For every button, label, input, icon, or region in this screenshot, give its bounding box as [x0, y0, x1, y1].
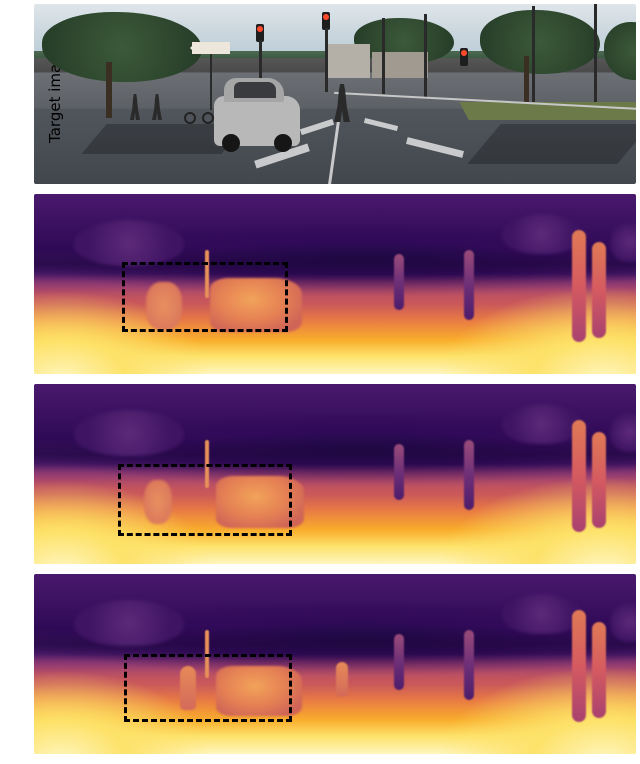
panel-target-image: Target image	[34, 4, 636, 184]
depth-pole	[394, 254, 404, 310]
pole	[424, 14, 427, 98]
direction-sign-icon	[192, 42, 230, 54]
trees-left	[42, 12, 202, 82]
depth-comparison-figure: Target image	[0, 0, 640, 758]
depth-pole	[572, 420, 586, 532]
pole	[325, 28, 328, 92]
attention-box	[124, 654, 292, 722]
pedestrian-icon	[130, 94, 140, 120]
lane-marking	[364, 118, 398, 131]
depth-pole	[464, 440, 474, 510]
depth-pole	[394, 634, 404, 690]
trunk	[524, 56, 529, 108]
trunk	[106, 62, 112, 118]
pole	[382, 18, 385, 94]
sign-pole	[210, 54, 212, 110]
depth-pole	[464, 630, 474, 700]
pedestrian-crossing-icon	[334, 84, 350, 122]
tree-shadow	[467, 124, 636, 164]
attention-box	[118, 464, 292, 536]
depth-treetop	[502, 404, 582, 444]
panel-ours: Ours	[34, 574, 636, 754]
car-icon	[214, 96, 300, 146]
lane-marking	[406, 137, 464, 158]
depth-pole	[592, 432, 606, 528]
depth-pole	[464, 250, 474, 320]
depth-pole	[572, 230, 586, 342]
panel-manydepth: ManyDepth	[34, 384, 636, 564]
trees-far-right	[604, 22, 636, 80]
depth-treetop	[610, 412, 636, 452]
trees-right	[480, 10, 600, 74]
depth-treetop	[74, 600, 184, 646]
depth-crossing-ped	[336, 662, 348, 696]
pole	[532, 6, 535, 110]
pole	[594, 4, 597, 116]
depth-treetop	[74, 220, 184, 266]
depth-treetop	[502, 594, 582, 634]
depth-treetop	[502, 214, 582, 254]
traffic-light-icon	[460, 48, 468, 66]
depth-pole	[394, 444, 404, 500]
pedestrian-icon	[152, 94, 162, 120]
building	[372, 52, 428, 78]
depth-pole	[592, 242, 606, 338]
building	[326, 44, 370, 78]
depth-pole	[572, 610, 586, 722]
depth-treetop	[74, 410, 184, 456]
lane-marking	[300, 119, 334, 135]
depth-pole	[592, 622, 606, 718]
bicycle-icon	[184, 106, 214, 124]
depth-treetop	[610, 222, 636, 262]
panel-packnet: PackNet-sfm	[34, 194, 636, 374]
depth-treetop	[610, 602, 636, 642]
attention-box	[122, 262, 288, 332]
